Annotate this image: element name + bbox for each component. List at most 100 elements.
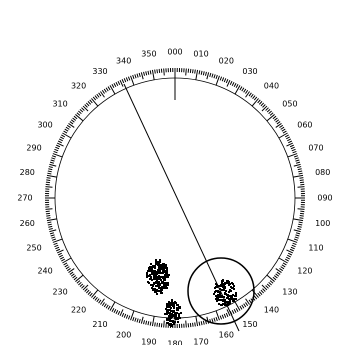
tick bbox=[263, 289, 266, 292]
tick bbox=[222, 77, 223, 81]
bearing-label: 040 bbox=[264, 82, 279, 91]
tick bbox=[240, 87, 242, 90]
tick bbox=[108, 87, 110, 90]
tick bbox=[244, 89, 246, 92]
tick bbox=[104, 89, 106, 92]
echo-pixel bbox=[166, 311, 168, 313]
bearing-label: 150 bbox=[242, 320, 257, 329]
bearing-label: 160 bbox=[219, 331, 234, 340]
tick bbox=[287, 255, 291, 257]
tick bbox=[196, 316, 198, 326]
radar-display: 0000100200300400500600700800901001101201… bbox=[0, 0, 338, 345]
bearing-label: 350 bbox=[141, 50, 156, 59]
echo-pixel bbox=[177, 321, 179, 323]
echo-pixel bbox=[162, 269, 164, 271]
tick bbox=[141, 317, 143, 324]
echo-pixel bbox=[228, 302, 230, 304]
echo-pixel bbox=[233, 288, 235, 290]
tick bbox=[64, 131, 67, 133]
echo-pixel bbox=[225, 290, 227, 292]
echo-pixel bbox=[172, 315, 174, 317]
tick bbox=[55, 147, 59, 149]
tick bbox=[67, 125, 70, 127]
tick bbox=[137, 74, 138, 78]
tick bbox=[295, 235, 299, 236]
tick bbox=[281, 127, 284, 129]
tick bbox=[291, 147, 295, 149]
tick bbox=[283, 131, 286, 133]
echo-pixel bbox=[219, 293, 221, 295]
tick bbox=[135, 318, 136, 322]
tick bbox=[93, 296, 96, 299]
tick bbox=[232, 82, 234, 86]
echo-pixel bbox=[168, 274, 170, 276]
tick bbox=[266, 286, 269, 289]
tick bbox=[296, 162, 300, 163]
echo-pixel bbox=[230, 286, 232, 288]
tick bbox=[299, 222, 303, 223]
tick bbox=[293, 175, 303, 177]
echo-pixel bbox=[154, 270, 156, 272]
echo-pixel bbox=[172, 320, 174, 322]
echo-pixel bbox=[166, 267, 168, 269]
tick bbox=[81, 108, 84, 111]
tick bbox=[286, 137, 290, 139]
echo-pixel bbox=[151, 279, 153, 281]
echo-pixel bbox=[233, 285, 235, 287]
tick bbox=[141, 72, 143, 79]
tick bbox=[85, 104, 88, 107]
echo-pixel bbox=[149, 266, 151, 268]
tick bbox=[267, 109, 270, 112]
tick bbox=[77, 281, 80, 284]
echo-pixel bbox=[166, 319, 168, 321]
tick bbox=[249, 93, 251, 96]
echo-pixel bbox=[226, 282, 228, 284]
echo-pixel bbox=[168, 317, 170, 319]
tick bbox=[88, 101, 91, 104]
tick bbox=[99, 93, 101, 96]
echo-pixel bbox=[172, 305, 174, 307]
echo-pixel bbox=[170, 307, 172, 309]
tick bbox=[48, 169, 52, 170]
tick bbox=[234, 83, 236, 87]
tick bbox=[122, 313, 124, 317]
bearing-label: 100 bbox=[315, 219, 330, 228]
echo-pixel bbox=[171, 313, 173, 315]
bearing-label: 140 bbox=[264, 305, 279, 314]
echo-pixel bbox=[234, 295, 236, 297]
tick bbox=[300, 180, 304, 181]
echo-pixel bbox=[155, 277, 157, 279]
tick bbox=[201, 321, 202, 325]
tick bbox=[61, 135, 64, 137]
echo-pixel bbox=[160, 287, 162, 289]
echo-pixel bbox=[153, 278, 155, 280]
tick bbox=[118, 81, 120, 85]
bearing-label: 180 bbox=[167, 340, 182, 345]
tick bbox=[104, 304, 106, 307]
echo-pixel bbox=[226, 280, 228, 282]
bearing-label: 030 bbox=[242, 67, 257, 76]
tick bbox=[86, 103, 89, 106]
tick bbox=[66, 127, 69, 129]
echo-pixel bbox=[178, 313, 180, 315]
echo-pixel bbox=[174, 301, 176, 303]
tick bbox=[49, 164, 56, 166]
echo-pixel bbox=[224, 282, 226, 284]
bearing-label: 070 bbox=[308, 144, 323, 153]
echo-pixel bbox=[153, 276, 155, 278]
tick bbox=[152, 316, 154, 326]
tick bbox=[135, 74, 136, 78]
tick bbox=[270, 113, 273, 116]
tick bbox=[285, 135, 288, 137]
tick bbox=[195, 70, 196, 74]
echo-pixel bbox=[232, 300, 234, 302]
tick bbox=[49, 167, 53, 168]
tick bbox=[48, 226, 52, 227]
echo-pixel bbox=[153, 265, 155, 267]
echo-pixel bbox=[150, 263, 152, 265]
tick bbox=[186, 321, 187, 328]
tick bbox=[48, 224, 52, 225]
echo-pixel bbox=[166, 306, 168, 308]
tick bbox=[195, 322, 196, 326]
echo-pixel bbox=[170, 317, 172, 319]
